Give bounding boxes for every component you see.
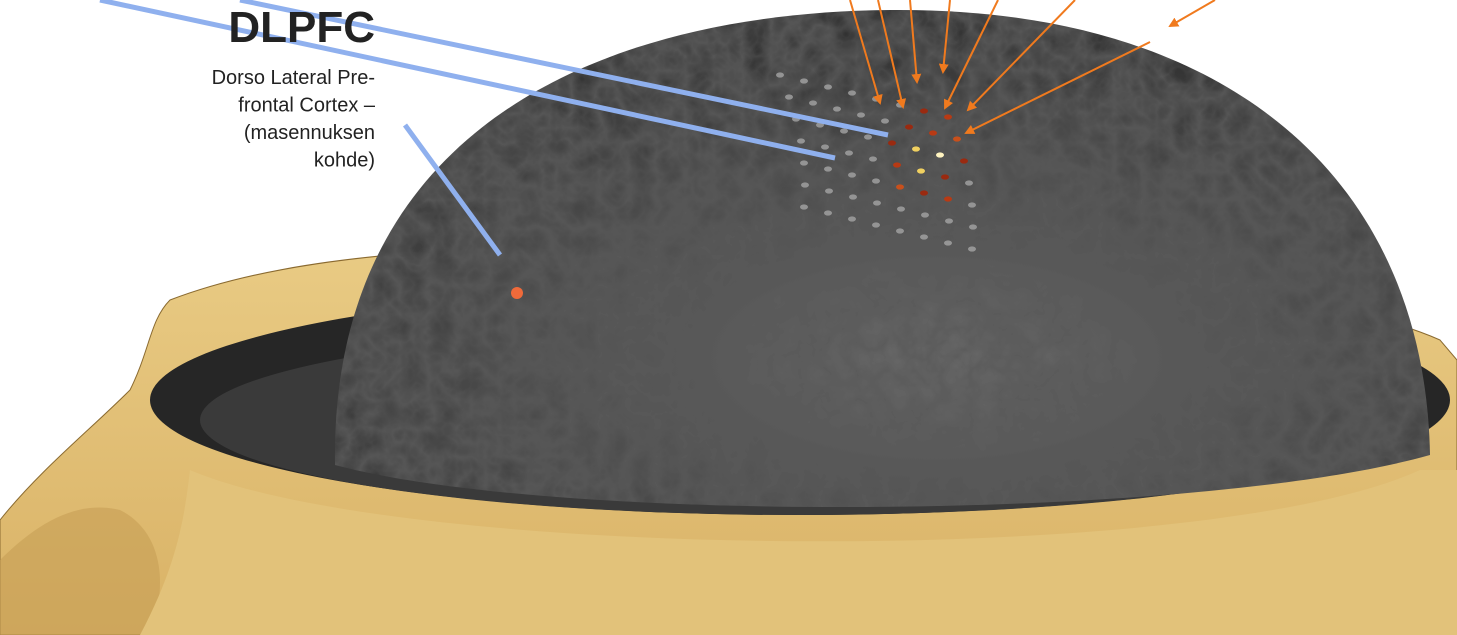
point <box>893 162 901 168</box>
description-line: frontal Cortex – <box>238 95 376 117</box>
pointer-lines <box>99 0 889 257</box>
point <box>912 146 920 152</box>
point <box>929 130 937 136</box>
point <box>965 180 973 186</box>
point <box>872 222 880 228</box>
point <box>848 216 856 222</box>
point <box>797 138 805 144</box>
point <box>896 184 904 190</box>
point <box>824 210 832 216</box>
arrow <box>849 0 883 105</box>
point <box>800 78 808 84</box>
point <box>944 114 952 120</box>
point <box>969 224 977 230</box>
point <box>921 212 929 218</box>
dlpfc-target <box>511 287 523 299</box>
point <box>869 156 877 162</box>
point <box>872 178 880 184</box>
point <box>776 72 784 78</box>
arrow <box>966 0 1076 112</box>
point <box>896 228 904 234</box>
label-title: DLPFC <box>228 3 375 52</box>
point <box>825 188 833 194</box>
face-shadow <box>0 507 160 635</box>
pointer-line <box>239 0 889 138</box>
point <box>824 166 832 172</box>
arrows <box>849 0 1216 134</box>
point <box>800 160 808 166</box>
point <box>920 108 928 114</box>
brain-dome <box>334 10 1430 508</box>
point <box>864 134 872 140</box>
point <box>944 240 952 246</box>
point <box>849 194 857 200</box>
point <box>936 152 944 158</box>
point <box>920 190 928 196</box>
point <box>897 206 905 212</box>
description-line: Dorso Lateral Pre- <box>212 67 375 89</box>
arrow <box>944 0 999 110</box>
point <box>945 218 953 224</box>
point <box>848 172 856 178</box>
arrow <box>964 41 1151 134</box>
point <box>824 84 832 90</box>
point <box>968 202 976 208</box>
point <box>960 158 968 164</box>
point <box>917 168 925 174</box>
pointer-line <box>99 0 836 161</box>
point <box>888 140 896 146</box>
point <box>941 174 949 180</box>
point <box>809 100 817 106</box>
point <box>944 196 952 202</box>
point <box>857 112 865 118</box>
point <box>821 144 829 150</box>
point <box>920 234 928 240</box>
arrow <box>1168 0 1216 28</box>
point <box>833 106 841 112</box>
description-line: kohde) <box>314 150 375 172</box>
description-line: (masennuksen <box>244 122 375 144</box>
point <box>905 124 913 130</box>
point <box>801 182 809 188</box>
label-description: Dorso Lateral Pre-frontal Cortex – (masen… <box>212 67 376 172</box>
point <box>840 128 848 134</box>
pointer-line <box>402 123 503 257</box>
arrow <box>877 0 907 109</box>
arrow <box>909 0 922 84</box>
arrow <box>938 0 951 74</box>
point <box>785 94 793 100</box>
point <box>968 246 976 252</box>
inner-skin <box>140 470 1457 635</box>
point <box>953 136 961 142</box>
point <box>873 200 881 206</box>
point <box>848 90 856 96</box>
point <box>881 118 889 124</box>
point <box>845 150 853 156</box>
point <box>800 204 808 210</box>
